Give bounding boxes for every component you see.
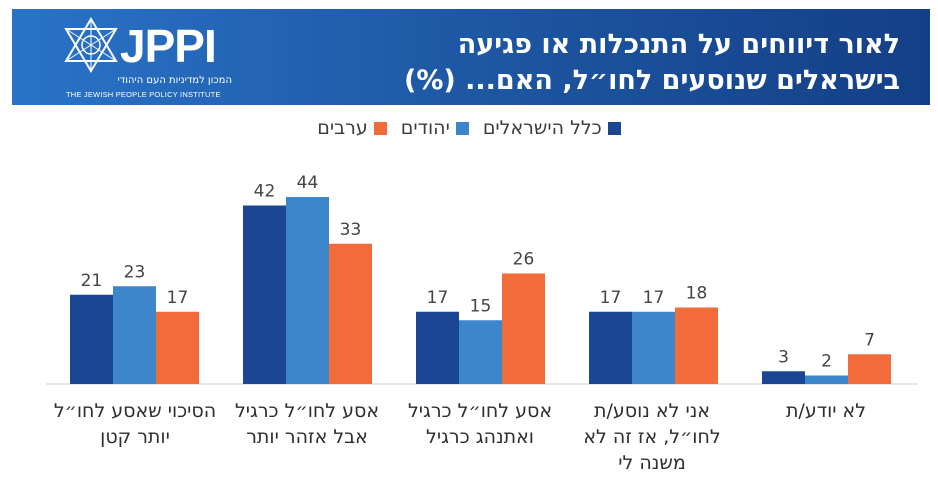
legend-item-jews: יהודים	[401, 117, 469, 139]
legend-item-arabs: ערבים	[317, 117, 387, 139]
data-label-c0-s2: 17	[167, 288, 189, 308]
legend-label-all-israelis: כלל הישראלים	[482, 117, 602, 139]
bar-c1-s1	[286, 197, 329, 384]
bar-c4-s0	[762, 371, 805, 384]
data-label-c2-s0: 17	[427, 288, 449, 308]
data-label-c1-s2: 33	[340, 220, 362, 240]
bar-c3-s2	[675, 307, 718, 384]
jppi-logo: JPPI המכון למדיניות העם היהודי THE JEWIS…	[60, 15, 240, 101]
data-label-c1-s1: 44	[297, 173, 319, 193]
bar-c2-s2	[502, 273, 545, 384]
data-label-c0-s1: 23	[124, 262, 146, 282]
legend-swatch-jews	[455, 121, 469, 135]
data-label-c3-s0: 17	[600, 288, 622, 308]
bar-c2-s0	[416, 311, 459, 384]
category-label-risk-smaller: הסיכוי שאסע לחו״ל יותר קטן	[53, 400, 217, 448]
legend-swatch-arabs	[373, 121, 387, 135]
data-label-c3-s1: 17	[643, 288, 665, 308]
legend-label-arabs: ערבים	[317, 117, 368, 139]
chart-title: לאור דיווחים על התנכלות או פגיעה בישראלי…	[404, 29, 900, 96]
legend-label-jews: יהודים	[400, 117, 450, 139]
data-label-c1-s0: 42	[254, 182, 276, 202]
data-label-c4-s0: 3	[778, 347, 789, 367]
data-label-c3-s2: 18	[686, 284, 708, 304]
category-label-not-traveling: אני לא נוסע/ת לחו״ל, אז זה לא משנה לי	[583, 400, 721, 474]
data-label-c4-s1: 2	[821, 352, 832, 372]
bar-c0-s2	[156, 311, 199, 384]
category-label-travel-normal: אסע לחו״ל כרגיל ואתנהג כרגיל	[407, 400, 553, 448]
chart-legend: כלל הישראלים יהודים ערבים	[0, 117, 938, 139]
bar-c0-s0	[70, 294, 113, 384]
data-label-c4-s2: 7	[864, 330, 875, 350]
data-label-c2-s2: 26	[513, 250, 535, 270]
star-of-david-icon	[64, 17, 118, 73]
category-label-dont-know: לא יודע/ת	[785, 400, 867, 422]
bar-c3-s0	[589, 311, 632, 384]
legend-swatch-all-israelis	[607, 121, 621, 135]
bar-c0-s1	[113, 286, 156, 384]
legend-item-all-israelis: כלל הישראלים	[483, 117, 621, 139]
logo-english-name: THE JEWISH PEOPLE POLICY INSTITUTE	[66, 90, 221, 99]
data-label-c2-s1: 15	[470, 296, 492, 316]
data-label-c0-s0: 21	[81, 271, 103, 291]
bar-c2-s1	[459, 320, 502, 384]
logo-hebrew-name: המכון למדיניות העם היהודי	[117, 75, 232, 86]
bar-c1-s0	[243, 205, 286, 384]
category-label-travel-careful: אסע לחו״ל כרגיל אבל אזהר יותר	[234, 400, 380, 448]
bar-c4-s1	[805, 375, 848, 384]
bar-c1-s2	[329, 243, 372, 384]
bar-c3-s1	[632, 311, 675, 384]
bar-c4-s2	[848, 354, 891, 384]
header-banner: JPPI המכון למדיניות העם היהודי THE JEWIS…	[12, 9, 930, 105]
logo-wordmark: JPPI	[120, 20, 217, 72]
